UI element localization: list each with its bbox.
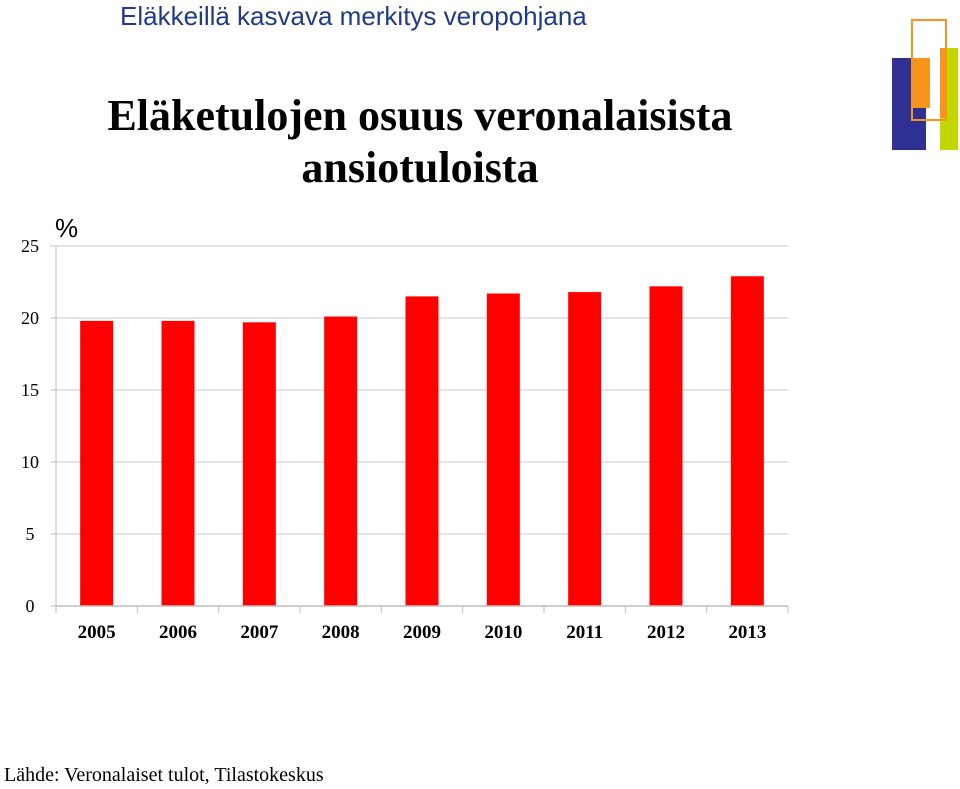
bar-2008 (324, 316, 358, 606)
source-note: Lähde: Veronalaiset tulot, Tilastokeskus (4, 764, 324, 786)
y-tick-label-15: 15 (21, 380, 39, 400)
bar-2012 (649, 286, 683, 606)
bar-2010 (486, 293, 520, 606)
x-tick-label-2006: 2006 (159, 622, 197, 643)
y-tick-label-20: 20 (21, 308, 39, 328)
bar-2013 (730, 276, 764, 606)
logo-orange-bar (940, 48, 945, 118)
x-tick-label-2011: 2011 (566, 622, 603, 643)
x-tick-label-2012: 2012 (647, 622, 685, 643)
x-tick-label-2005: 2005 (78, 622, 116, 643)
y-tick-label-25: 25 (21, 236, 39, 256)
bar-2005 (80, 320, 114, 606)
bar-2009 (405, 296, 439, 606)
axes (50, 245, 789, 613)
x-tick-label-2007: 2007 (240, 622, 279, 643)
slide-header: Eläkkeillä kasvava merkitys veropohjana (120, 1, 587, 31)
y-tick-label-5: 5 (26, 524, 35, 544)
brand-logo (892, 19, 958, 150)
logo-orange-outline (911, 19, 947, 121)
x-tick-label-2009: 2009 (403, 622, 441, 643)
x-tick-label-2013: 2013 (728, 622, 766, 643)
y-axis-unit-label: % (55, 213, 78, 243)
chart-title: Eläketulojen osuus veronalaisista ansiot… (107, 91, 733, 192)
logo-orange-block (912, 58, 930, 108)
bar-2006 (161, 320, 195, 606)
labels: 0 5 10 15 20 25 2005 2006 2007 2008 2009 2010 2011 20… (21, 236, 766, 643)
bar-2011 (568, 292, 602, 606)
y-tick-label-0: 0 (26, 596, 35, 616)
bar-2007 (242, 322, 276, 606)
x-tick-label-2010: 2010 (484, 622, 522, 643)
bars (80, 276, 764, 606)
x-tick-label-2008: 2008 (322, 622, 360, 643)
y-tick-label-10: 10 (21, 452, 39, 472)
